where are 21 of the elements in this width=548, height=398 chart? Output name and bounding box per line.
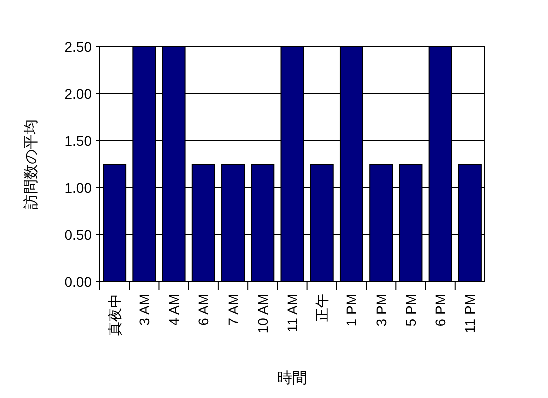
x-tick-label: 10 AM	[254, 294, 271, 334]
x-tick-label: 11 PM	[462, 294, 478, 334]
x-tick-label: 6 PM	[432, 294, 449, 327]
x-tick-label: 3 AM	[136, 294, 152, 326]
x-tick-label: 11 AM	[284, 294, 300, 333]
x-tick-label: 3 PM	[373, 294, 390, 327]
x-tick-label: 5 PM	[402, 294, 419, 327]
y-tick-label: 1.00	[64, 180, 92, 196]
x-tick-label: 1 PM	[344, 294, 360, 327]
y-axis-title: 訪問数の平均	[23, 120, 40, 210]
y-tick-label: 2.00	[64, 86, 92, 102]
x-axis-title: 時間	[278, 370, 308, 387]
y-tick-label: 0.50	[64, 227, 92, 243]
y-tick-label: 0.00	[64, 274, 92, 290]
y-tick-label: 1.50	[64, 133, 92, 149]
y-tick-label: 2.50	[64, 39, 92, 55]
x-tick-label: 4 AM	[166, 294, 182, 326]
x-tick-label: 正午	[314, 294, 330, 322]
x-tick-label: 真夜中	[106, 294, 123, 336]
x-tick-label: 7 AM	[225, 294, 242, 326]
x-tick-label: 6 AM	[196, 294, 212, 326]
